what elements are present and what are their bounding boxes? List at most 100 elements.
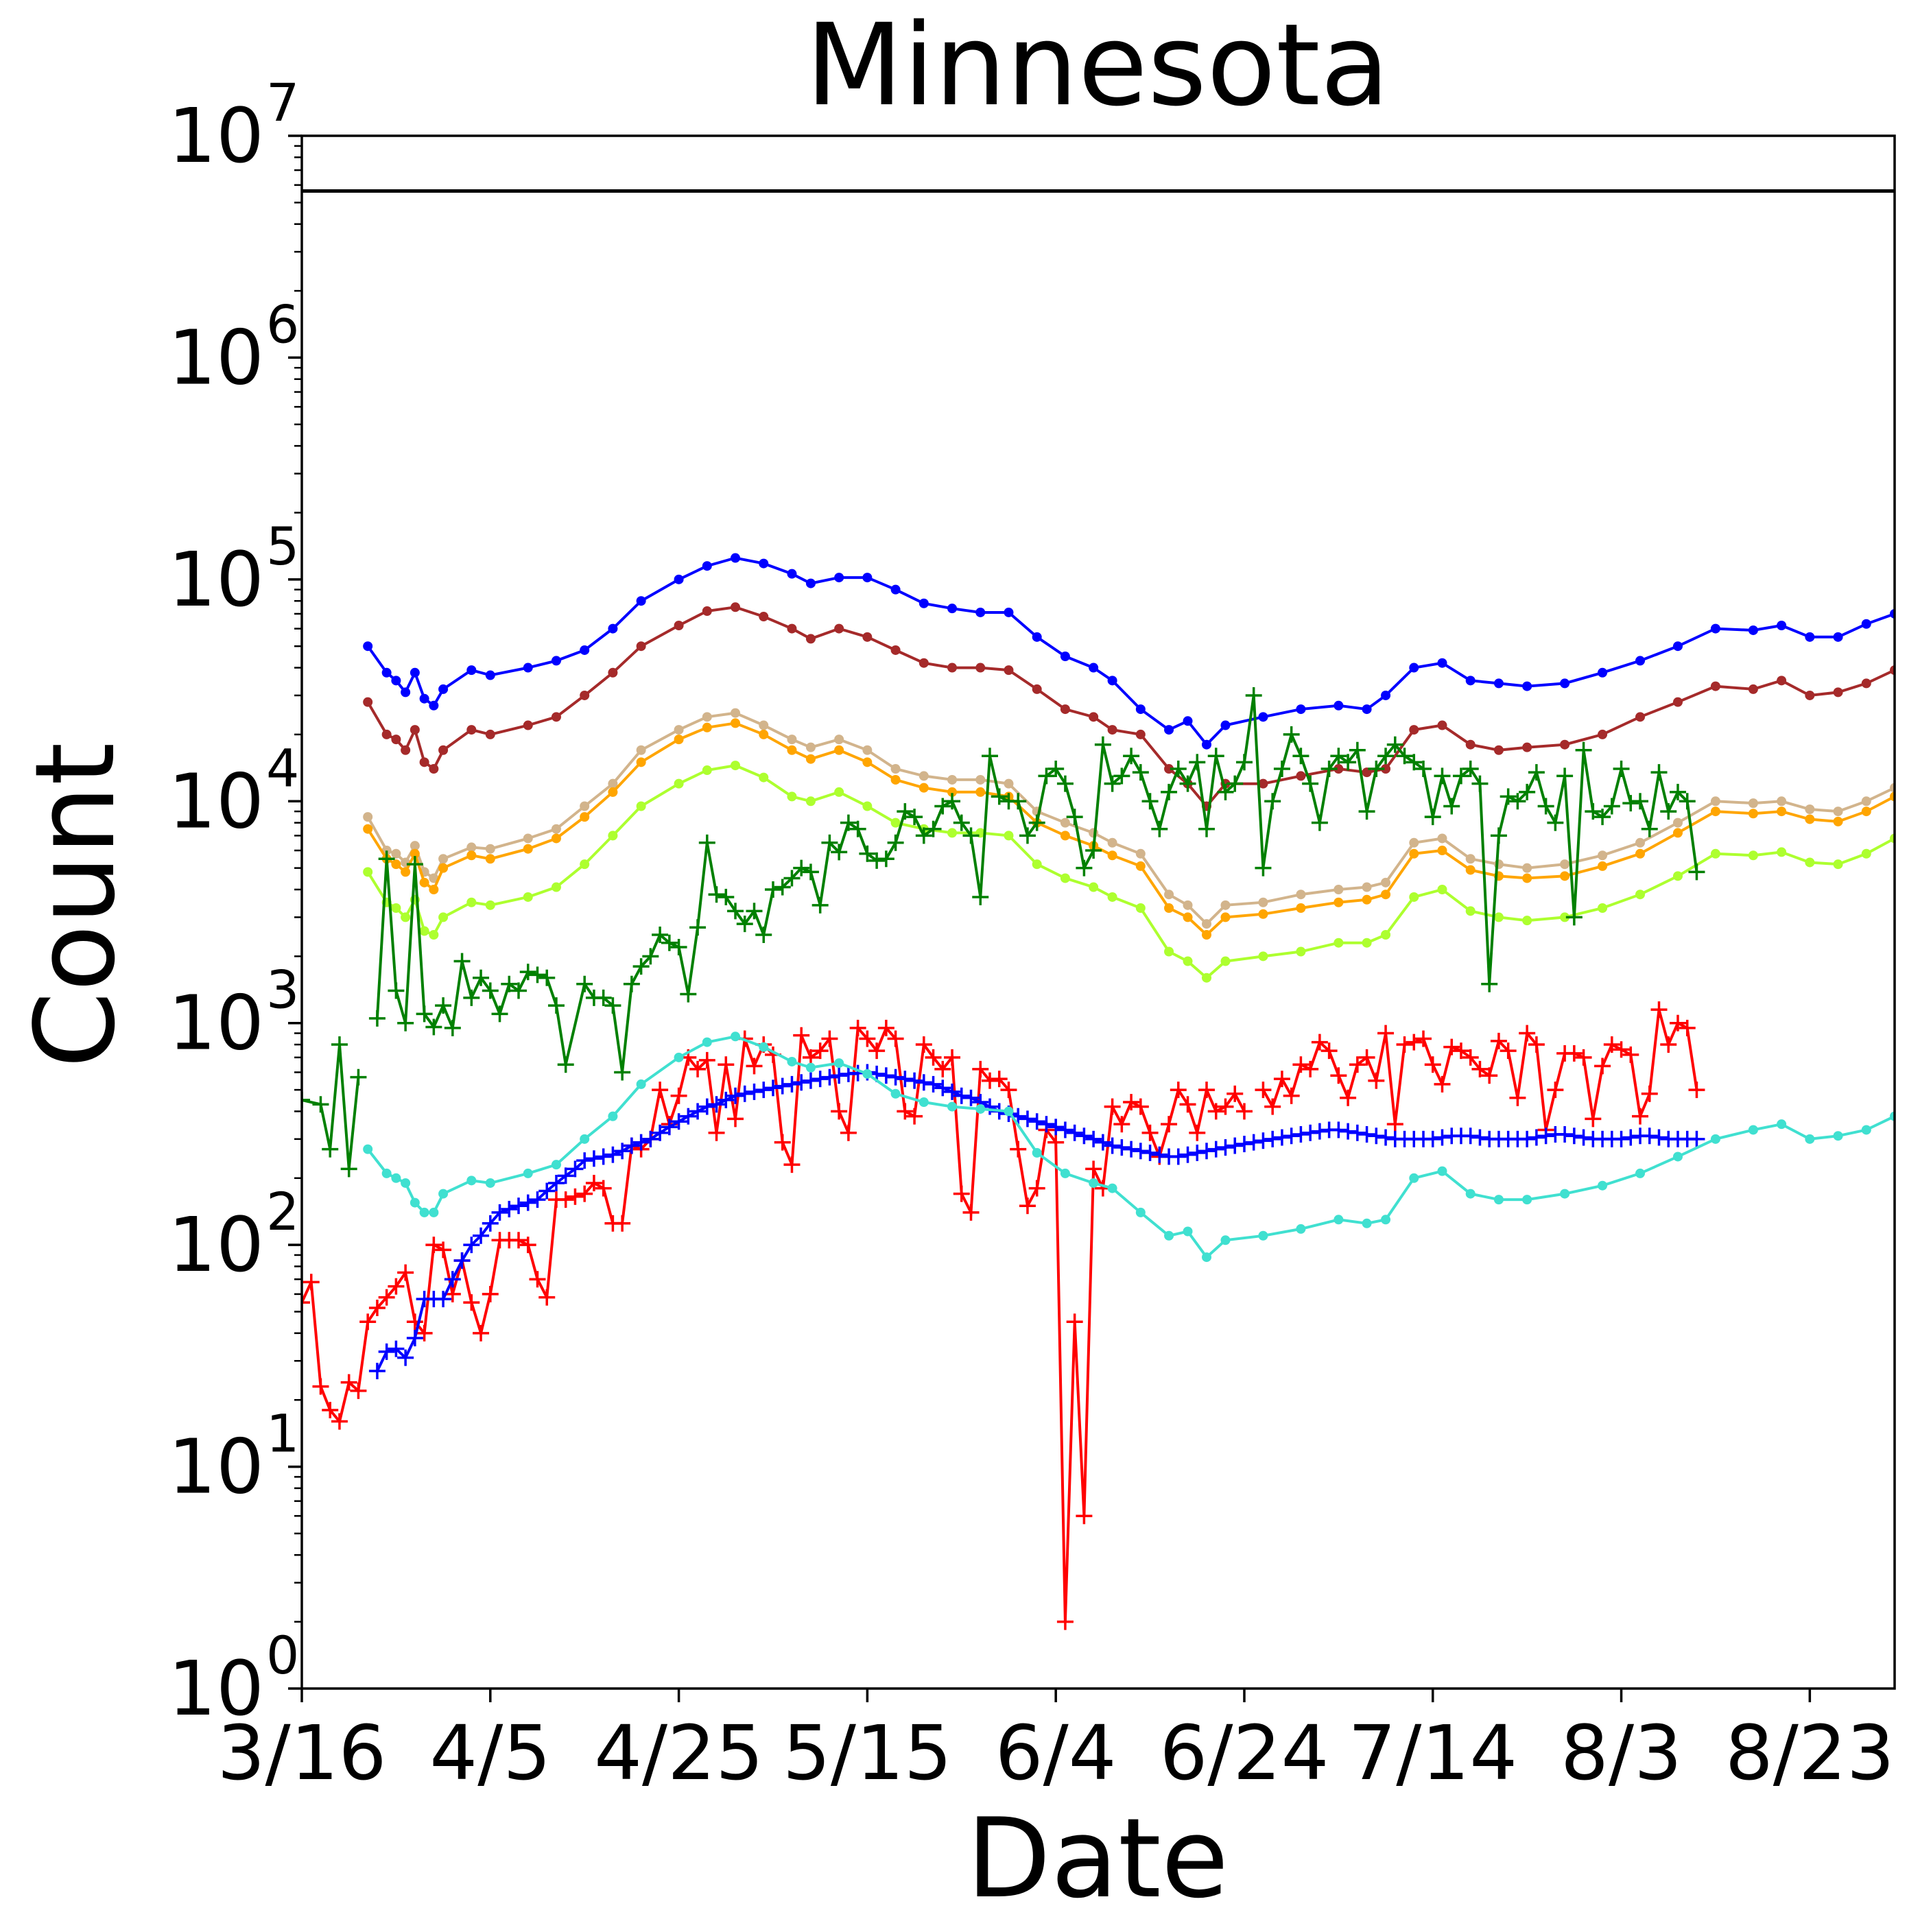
series-6-point — [1273, 1071, 1290, 1088]
series-5-point — [1161, 783, 1178, 800]
series-6-point — [840, 1124, 857, 1141]
series-4-point — [731, 761, 741, 771]
series-5-point — [1603, 798, 1620, 815]
series-8-point — [401, 1178, 411, 1188]
series-3-point — [918, 783, 929, 793]
series-3-point — [947, 787, 958, 797]
series-7-point — [1151, 1146, 1168, 1163]
series-3-point — [1437, 846, 1447, 856]
series-5-point — [1688, 863, 1705, 881]
series-4-point — [551, 882, 561, 892]
series-6-point — [1481, 1067, 1498, 1084]
series-7-point — [538, 1182, 556, 1200]
series-6-point — [849, 1019, 866, 1036]
series-5-point — [746, 903, 763, 920]
series-5-point — [1632, 793, 1649, 810]
series-1-point — [580, 690, 590, 700]
x-tick-label: 8/23 — [1725, 1709, 1895, 1797]
series-6-point — [557, 1191, 574, 1208]
series-3-point — [1635, 848, 1646, 859]
series-0-point — [410, 667, 420, 678]
series-4-point — [1598, 903, 1608, 914]
series-4-point — [862, 801, 873, 811]
y-tick-exponent: 2 — [266, 1181, 299, 1242]
series-5-point — [1292, 748, 1309, 765]
series-1-point — [485, 729, 495, 739]
series-0-point — [580, 645, 590, 655]
y-tick-label: 10 — [168, 1423, 264, 1511]
series-6-point — [1123, 1094, 1140, 1111]
series-6-point — [340, 1374, 357, 1391]
series-2-point — [580, 801, 590, 811]
series-7-point — [831, 1067, 848, 1084]
series-4-point — [636, 801, 646, 811]
series-3-point — [1805, 814, 1815, 824]
series-5-point — [1575, 741, 1592, 759]
series-3-point — [890, 774, 901, 785]
series-6-point — [1641, 1085, 1658, 1102]
series-7-point — [1358, 1125, 1375, 1143]
series-6-point — [1320, 1042, 1338, 1060]
series-1-point — [1032, 684, 1042, 694]
series-6-point — [718, 1056, 735, 1073]
series-7-point — [1085, 1130, 1102, 1147]
series-4-point — [702, 765, 712, 776]
series-3-point — [401, 867, 411, 877]
series-7-point — [1471, 1129, 1489, 1146]
series-6-point — [783, 1156, 801, 1173]
series-5-point — [1066, 809, 1083, 826]
series-2-point — [1672, 818, 1683, 828]
series-7-point — [925, 1075, 942, 1093]
series-4-point — [787, 791, 797, 802]
series-0-line-0 — [366, 556, 1895, 747]
series-5-point — [1340, 754, 1357, 771]
series-2-point — [731, 708, 741, 718]
series-6-point — [1528, 1036, 1545, 1053]
series-7-point — [1019, 1110, 1036, 1128]
series-6-point — [906, 1108, 923, 1125]
series-4-point — [805, 796, 816, 807]
series-6-point — [944, 1049, 961, 1066]
series-6-point — [897, 1103, 914, 1120]
series-0-point — [805, 578, 816, 588]
series-6-point — [1179, 1096, 1196, 1113]
series-7-point — [1189, 1144, 1206, 1161]
series-7-point — [1377, 1129, 1395, 1146]
series-1-point — [702, 606, 712, 616]
series-1-point — [1522, 742, 1532, 752]
series-7-point — [944, 1083, 961, 1100]
series-6-point — [1679, 1019, 1696, 1036]
series-8-point — [1135, 1207, 1146, 1217]
series-2-point — [1258, 897, 1268, 907]
series-3-point — [391, 859, 401, 870]
series-5-point — [1565, 909, 1583, 926]
series-5-point — [652, 927, 669, 944]
series-7-point — [1613, 1130, 1630, 1147]
series-7-point — [510, 1197, 528, 1215]
series-1-point — [608, 667, 618, 678]
series-7-point — [1264, 1130, 1281, 1147]
series-5-point — [831, 844, 848, 861]
series-5-point — [1311, 814, 1328, 831]
series-6-point — [1113, 1116, 1130, 1133]
series-5-point — [538, 969, 556, 986]
series-6-point — [859, 1030, 876, 1047]
series-6-point — [350, 1382, 367, 1399]
series-0-point — [702, 561, 712, 571]
series-2-point — [1202, 919, 1212, 929]
series-7-point — [1340, 1123, 1357, 1140]
series-5-point — [1556, 767, 1574, 785]
series-5-point — [1641, 820, 1658, 837]
series-5-point — [1235, 754, 1253, 771]
y-tick-exponent: 3 — [266, 959, 299, 1021]
series-4-point — [1805, 857, 1815, 868]
series-5-point — [1094, 736, 1111, 753]
series-7-point — [727, 1087, 744, 1104]
series-5-point — [463, 989, 480, 1006]
series-2-point — [523, 833, 533, 844]
series-5-point — [425, 1018, 442, 1036]
series-6-point — [1500, 1042, 1517, 1060]
series-7-point — [1028, 1113, 1045, 1130]
series-7-point — [397, 1349, 414, 1366]
series-8-point — [419, 1207, 429, 1217]
